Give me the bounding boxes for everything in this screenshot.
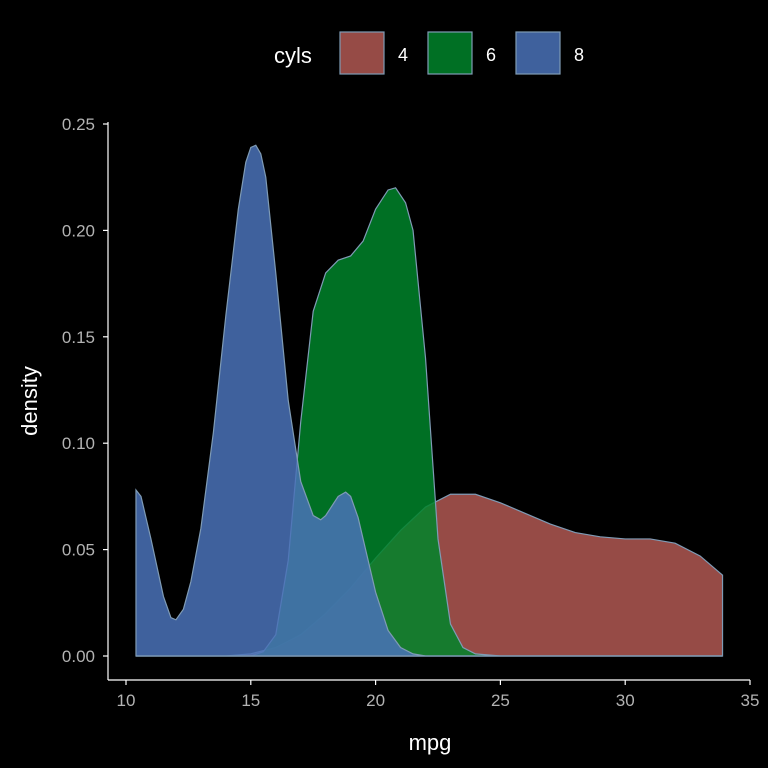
y-tick-label: 0.10 (62, 434, 95, 453)
y-tick-label: 0.20 (62, 221, 95, 240)
legend-label-8: 8 (574, 45, 584, 65)
legend-key-6 (427, 31, 473, 75)
x-tick-label: 25 (491, 691, 510, 710)
y-tick-label: 0.15 (62, 328, 95, 347)
legend-key-4 (339, 31, 385, 75)
x-tick-label: 20 (366, 691, 385, 710)
plot-areas (135, 144, 724, 657)
x-tick-label: 35 (741, 691, 760, 710)
x-tick-label: 15 (241, 691, 260, 710)
legend-key-8 (515, 31, 561, 75)
legend-label-4: 4 (398, 45, 408, 65)
axes: 0.00 0.05 0.10 0.15 0.20 0.25 10 15 20 25 30 35 (62, 115, 760, 710)
legend-title: cyls (274, 43, 312, 68)
y-tick-label: 0.25 (62, 115, 95, 134)
y-axis-title: density (17, 366, 42, 436)
density-area-8 (135, 144, 723, 657)
x-tick-label: 30 (616, 691, 635, 710)
x-tick-label: 10 (117, 691, 136, 710)
y-tick-label: 0.05 (62, 541, 95, 560)
legend-label-6: 6 (486, 45, 496, 65)
y-tick-label: 0.00 (62, 647, 95, 666)
x-axis-title: mpg (409, 730, 452, 755)
legend: cyls 4 6 8 (274, 31, 584, 75)
